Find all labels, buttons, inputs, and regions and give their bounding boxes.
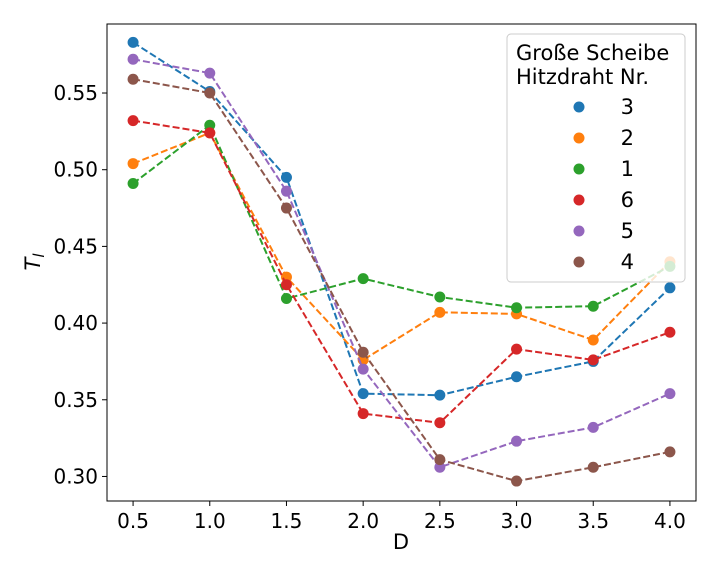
data-point [587,334,599,346]
data-point [664,388,676,400]
series-4 [127,73,676,487]
data-point [357,273,369,285]
legend-marker [573,194,585,206]
data-point [511,435,523,447]
data-point [127,36,139,48]
data-point [280,171,292,183]
x-tick-label: 2.0 [347,509,379,533]
legend-entries: 3 2 1 6 5 4 [573,95,634,274]
data-point [511,475,523,487]
series-3 [127,36,676,401]
y-tick-label: 0.30 [53,464,98,488]
data-point [127,178,139,190]
data-point [127,115,139,127]
data-point [587,300,599,312]
data-point [511,371,523,383]
data-point [280,202,292,214]
legend-label: 4 [621,250,634,274]
legend-title-line-2: Hitzdraht Nr. [516,65,649,89]
y-axis-label: Tl [21,253,48,271]
data-point [127,158,139,170]
data-point [434,306,446,318]
data-point [204,127,216,139]
data-point [434,389,446,401]
legend-label: 6 [621,188,634,212]
legend-marker [573,163,585,175]
series-line [132,123,671,309]
data-point [357,388,369,400]
data-point [127,53,139,65]
data-point [127,73,139,85]
plot-frame [106,23,697,502]
y-tick-label: 0.55 [53,81,98,105]
data-point [357,346,369,358]
data-point [357,363,369,375]
data-point [587,421,599,433]
x-tick-label: 2.5 [424,509,456,533]
data-point [664,282,676,294]
x-axis-label: D [393,530,409,554]
x-axis: 0.5 1.0 1.5 2.0 2.5 3.0 3.5 4.0 [117,501,686,533]
legend-marker [573,225,585,237]
series-5 [127,53,676,473]
legend-marker [573,101,585,113]
data-point [511,302,523,314]
series-line [132,131,671,362]
data-point [587,354,599,366]
data-point [204,119,216,131]
data-point [280,185,292,197]
x-tick-label: 1.0 [194,509,226,533]
data-point [434,461,446,473]
y-tick-label: 0.50 [53,158,98,182]
series-line [132,78,671,483]
data-point [434,417,446,429]
series-line [132,41,671,397]
y-tick-label: 0.35 [53,388,98,412]
series-layer [127,36,676,487]
legend-label: 1 [621,157,634,181]
data-point [664,446,676,458]
y-axis: 0.30 0.35 0.40 0.45 0.50 0.55 [53,81,107,488]
legend-label: 5 [621,219,634,243]
data-point [280,293,292,305]
data-point [357,408,369,420]
legend-title-line-1: Große Scheibe [516,41,669,65]
data-point [511,343,523,355]
y-tick-label: 0.40 [53,311,98,335]
legend-label: 2 [621,126,634,150]
data-point [434,291,446,303]
data-point [587,461,599,473]
x-tick-label: 1.5 [271,509,303,533]
y-tick-label: 0.45 [53,234,98,258]
legend: Große Scheibe Hitzdraht Nr. 3 2 1 6 5 4 [506,33,686,283]
data-point [204,67,216,79]
data-point [434,454,446,466]
x-tick-label: 3.5 [577,509,609,533]
x-tick-label: 3.0 [501,509,533,533]
data-point [204,87,216,99]
x-tick-label: 4.0 [654,509,686,533]
data-point [664,326,676,338]
legend-marker [573,256,585,268]
x-tick-label: 0.5 [117,509,149,533]
legend-label: 3 [621,95,634,119]
legend-box [506,33,686,283]
legend-marker [573,132,585,144]
data-point [280,279,292,291]
series-line [132,58,671,469]
